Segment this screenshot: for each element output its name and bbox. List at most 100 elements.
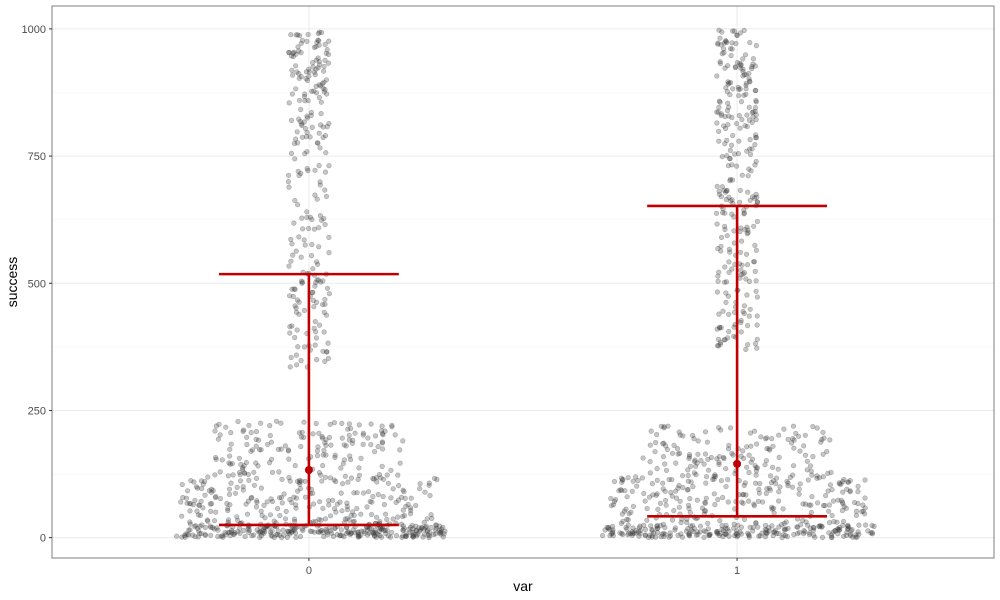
data-point — [766, 525, 772, 531]
data-point — [763, 490, 769, 497]
data-point — [722, 226, 728, 233]
data-point — [819, 523, 825, 529]
data-point — [315, 277, 322, 283]
data-point — [323, 437, 329, 443]
data-point — [747, 79, 753, 85]
data-point — [669, 493, 675, 499]
data-point — [654, 525, 660, 532]
data-point — [409, 529, 416, 535]
data-point — [762, 530, 769, 536]
data-point — [771, 529, 778, 535]
data-point — [776, 432, 782, 438]
data-point — [293, 136, 299, 142]
data-point — [390, 516, 396, 522]
data-point — [685, 502, 692, 508]
data-point — [413, 528, 420, 534]
data-point — [657, 500, 664, 507]
data-point — [654, 522, 660, 529]
data-point — [715, 41, 721, 47]
data-point — [437, 527, 443, 533]
data-point — [199, 522, 205, 528]
data-point — [213, 509, 219, 515]
data-point — [178, 499, 184, 505]
data-point — [407, 529, 413, 536]
data-point — [293, 505, 299, 511]
data-point — [719, 29, 725, 35]
data-point — [291, 516, 298, 522]
data-point — [837, 526, 843, 533]
data-point — [746, 166, 752, 172]
data-point — [293, 305, 299, 311]
data-point — [718, 111, 725, 117]
data-point — [689, 523, 696, 529]
data-point — [740, 271, 746, 277]
data-point — [288, 528, 294, 534]
data-point — [276, 495, 283, 501]
data-point — [762, 436, 769, 442]
data-point — [301, 344, 308, 350]
data-point — [701, 534, 707, 541]
data-point — [211, 518, 218, 524]
data-point — [722, 531, 728, 537]
data-point — [267, 423, 273, 429]
data-point — [724, 107, 731, 114]
data-point — [217, 469, 223, 475]
data-point — [242, 533, 248, 540]
data-point — [743, 72, 749, 78]
data-point — [737, 187, 743, 193]
data-point — [423, 523, 429, 529]
data-point — [371, 476, 377, 482]
data-point — [658, 423, 665, 429]
data-point — [805, 477, 811, 483]
data-point — [629, 532, 635, 538]
data-point — [269, 456, 275, 462]
data-point — [754, 294, 761, 300]
data-point — [267, 460, 273, 466]
data-point — [338, 490, 344, 496]
data-point — [737, 199, 743, 205]
data-point — [830, 529, 836, 535]
data-point — [602, 527, 608, 533]
data-point — [347, 453, 353, 459]
data-point — [715, 343, 722, 349]
data-point — [269, 528, 275, 534]
data-point — [646, 494, 653, 500]
data-point — [724, 335, 731, 341]
data-point — [810, 532, 817, 538]
data-point — [727, 425, 734, 431]
data-point — [326, 38, 332, 44]
data-point — [316, 516, 322, 523]
data-point — [721, 337, 727, 343]
data-point — [621, 508, 628, 514]
data-point — [320, 134, 326, 141]
data-point — [716, 459, 722, 466]
data-point — [737, 60, 743, 67]
y-tick-label: 1000 — [22, 24, 46, 36]
data-point — [352, 430, 358, 436]
data-point — [687, 509, 693, 516]
data-point — [325, 340, 331, 346]
data-point — [675, 485, 681, 491]
data-point — [723, 466, 729, 472]
data-point — [280, 527, 286, 533]
data-point — [187, 527, 193, 533]
data-point — [767, 487, 773, 493]
data-point — [249, 494, 255, 501]
data-point — [770, 532, 776, 539]
data-point — [634, 483, 640, 489]
data-point — [297, 486, 304, 492]
data-point — [715, 40, 721, 46]
data-point — [408, 511, 414, 517]
data-point — [400, 487, 406, 493]
data-point — [440, 524, 446, 531]
data-point — [208, 532, 214, 538]
data-point — [368, 442, 374, 448]
data-point — [726, 269, 732, 275]
data-point — [323, 452, 329, 458]
data-point — [702, 500, 709, 506]
data-point — [625, 517, 631, 523]
data-point — [392, 432, 398, 438]
data-point — [636, 525, 642, 531]
data-point — [314, 140, 320, 146]
data-point — [727, 46, 734, 52]
